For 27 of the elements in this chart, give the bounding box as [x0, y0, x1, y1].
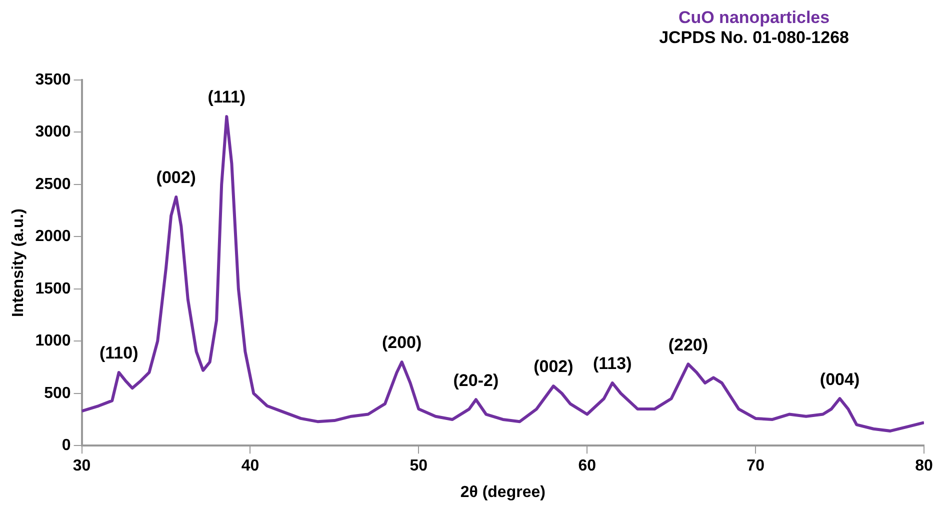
y-tick-label: 0 [62, 437, 71, 454]
chart-subtitle: JCPDS No. 01-080-1268 [659, 28, 849, 48]
x-tick-label: 50 [410, 458, 428, 475]
y-tick-label: 2000 [35, 228, 71, 246]
annotation: (002) [156, 168, 196, 188]
y-tick-label: 3500 [35, 71, 71, 88]
y-tick-label: 2500 [35, 176, 71, 193]
y-tick-label: 1000 [35, 332, 71, 350]
annotation: (002) [534, 357, 574, 376]
y-tick-label: 1500 [35, 280, 71, 298]
x-tick-label: 80 [915, 458, 933, 475]
annotation: (111) [208, 88, 246, 107]
y-axis-title: Intensity (a.u.) [10, 208, 28, 318]
y-tick-label: 500 [44, 384, 71, 402]
annotation: (20-2) [453, 370, 499, 390]
x-tick-label: 30 [72, 458, 91, 475]
annotation: (004) [820, 370, 860, 389]
x-axis-title: 2θ (degree) [460, 484, 546, 501]
x-tick-label: 40 [241, 458, 260, 475]
annotation: (200) [382, 333, 422, 352]
y-tick-label: 3000 [35, 124, 71, 141]
annotation: (110) [99, 344, 138, 363]
x-tick-label: 70 [746, 458, 765, 475]
annotation: (220) [668, 335, 708, 354]
chart-title: CuO nanoparticles [677, 8, 831, 28]
x-tick-label: 60 [578, 458, 596, 475]
annotation: (113) [593, 354, 632, 374]
